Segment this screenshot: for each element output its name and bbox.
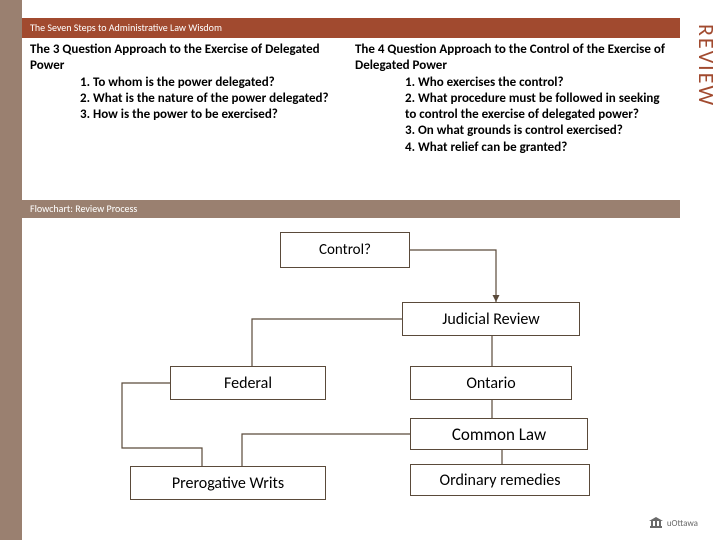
logo-text: uOttawa	[667, 518, 698, 529]
node-federal: Federal	[170, 366, 326, 400]
side-tab-text: REVIEW	[693, 24, 720, 107]
node-common: Common Law	[410, 418, 588, 450]
edge-control-judicial	[410, 250, 496, 302]
approach-columns: The 3 Question Approach to the Exercise …	[30, 42, 670, 156]
right-items: 1. Who exercises the control? 2. What pr…	[355, 75, 670, 156]
left-q2: 2. What is the nature of the power deleg…	[80, 91, 345, 107]
right-q4: 4. What relief can be granted?	[405, 140, 670, 156]
left-items: 1. To whom is the power delegated? 2. Wh…	[30, 75, 345, 124]
edge-common-prerog	[242, 434, 410, 466]
title-bar: The Seven Steps to Administrative Law Wi…	[22, 18, 680, 38]
logo: uOttawa	[649, 516, 698, 530]
title-bar-text: The Seven Steps to Administrative Law Wi…	[30, 21, 222, 34]
left-q1: 1. To whom is the power delegated?	[80, 75, 345, 91]
node-ontario: Ontario	[410, 366, 572, 400]
right-heading: The 4 Question Approach to the Control o…	[355, 42, 670, 75]
section-bar-text: Flowchart: Review Process	[30, 202, 137, 215]
right-column: The 4 Question Approach to the Control o…	[355, 42, 670, 156]
left-stripe	[0, 0, 22, 540]
node-prerog: Prerogative Writs	[130, 466, 326, 500]
node-ordinary: Ordinary remedies	[410, 464, 590, 496]
right-q2: 2. What procedure must be followed in se…	[405, 91, 670, 124]
right-q3: 3. On what grounds is control exercised?	[405, 123, 670, 139]
right-q1: 1. Who exercises the control?	[405, 75, 670, 91]
left-column: The 3 Question Approach to the Exercise …	[30, 42, 345, 156]
left-heading: The 3 Question Approach to the Exercise …	[30, 42, 345, 75]
left-q3: 3. How is the power to be exercised?	[80, 107, 345, 123]
flowchart-area: Control? Judicial Review Federal Ontario Com…	[22, 218, 702, 518]
node-judicial: Judicial Review	[402, 302, 580, 336]
section-bar: Flowchart: Review Process	[22, 200, 680, 218]
node-control: Control?	[280, 232, 410, 268]
side-tab-review: REVIEW	[680, 18, 720, 158]
building-icon	[649, 516, 663, 530]
edge-judicial-federal	[252, 319, 402, 366]
